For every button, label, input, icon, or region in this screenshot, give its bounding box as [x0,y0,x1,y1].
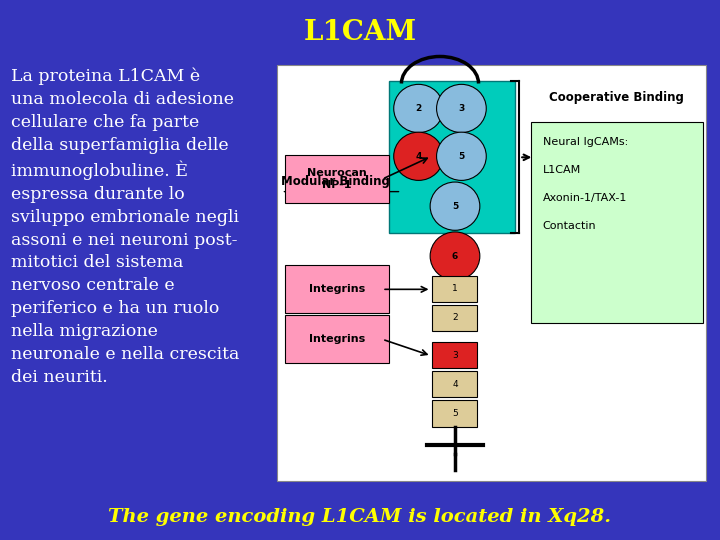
Text: 3: 3 [452,351,458,360]
Text: 5: 5 [452,409,458,418]
Text: Neurocan
NP-1: Neurocan NP-1 [307,168,367,190]
Text: Modular Binding: Modular Binding [282,175,390,188]
FancyBboxPatch shape [285,155,390,203]
Text: Integrins: Integrins [309,334,365,344]
Text: L1CAM: L1CAM [303,19,417,46]
Text: La proteina L1CAM è
una molecola di adesione
cellulare che fa parte
della superf: La proteina L1CAM è una molecola di ades… [11,68,239,386]
Text: 2: 2 [452,313,458,322]
Text: Cooperative Binding: Cooperative Binding [549,91,684,104]
Text: 6: 6 [452,252,458,261]
FancyBboxPatch shape [433,275,477,302]
FancyBboxPatch shape [433,342,477,368]
Text: 4: 4 [452,380,458,389]
Text: Integrins: Integrins [309,285,365,294]
Ellipse shape [436,132,486,180]
Ellipse shape [430,182,480,230]
FancyBboxPatch shape [277,65,706,481]
Ellipse shape [394,84,444,133]
FancyBboxPatch shape [433,400,477,427]
Text: 1: 1 [452,284,458,293]
Text: 5: 5 [452,201,458,211]
FancyBboxPatch shape [433,305,477,331]
Text: 2: 2 [415,104,422,113]
FancyBboxPatch shape [531,123,703,323]
Ellipse shape [430,232,480,280]
Text: 3: 3 [459,104,464,113]
Text: 5: 5 [459,152,464,161]
Text: 4: 4 [415,152,422,161]
Ellipse shape [436,84,486,133]
Ellipse shape [394,132,444,180]
FancyBboxPatch shape [285,315,390,363]
Text: The gene encoding L1CAM is located in Xq28.: The gene encoding L1CAM is located in Xq… [109,509,611,526]
Text: Neural IgCAMs:

L1CAM

Axonin-1/TAX-1

Contactin: Neural IgCAMs: L1CAM Axonin-1/TAX-1 Cont… [543,137,628,231]
FancyBboxPatch shape [433,371,477,397]
FancyBboxPatch shape [285,265,390,313]
FancyBboxPatch shape [389,82,515,233]
